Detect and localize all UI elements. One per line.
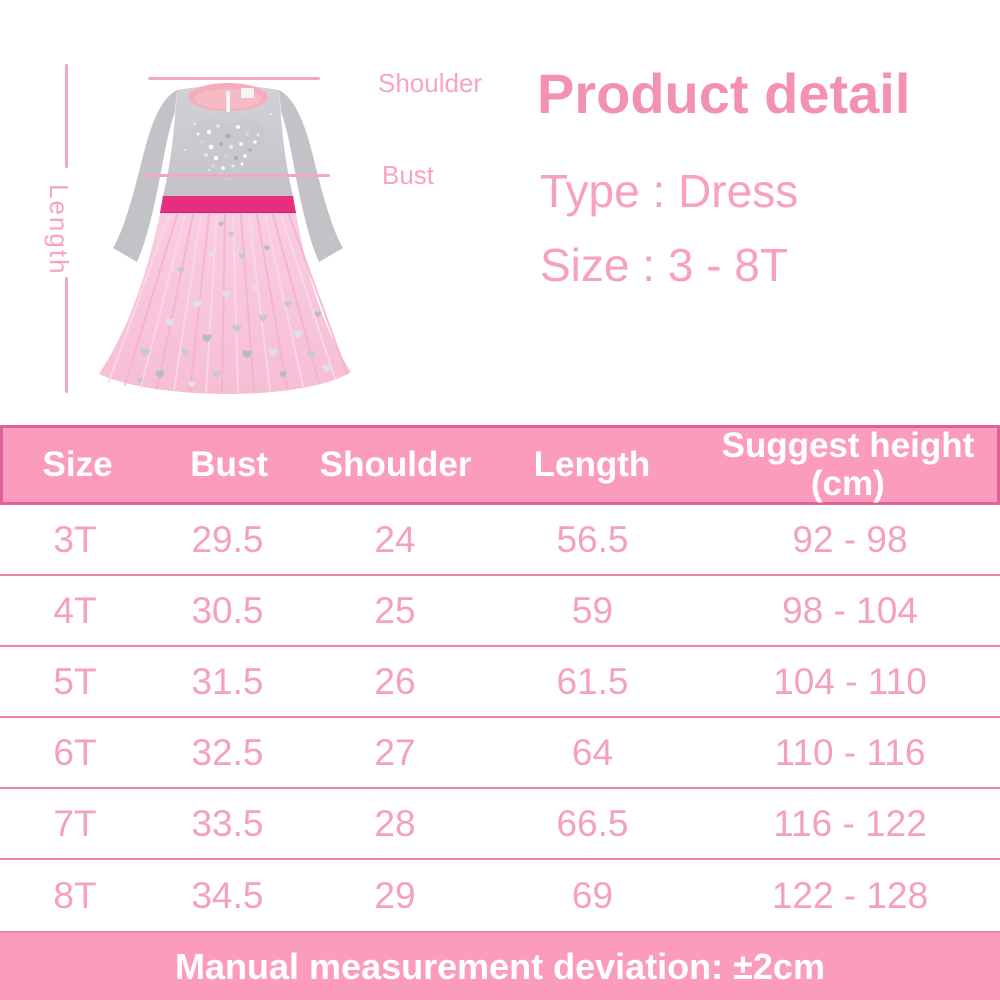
table-cell: 3T — [53, 518, 97, 560]
table-cell: 61.5 — [556, 660, 629, 702]
dress-photo — [99, 83, 351, 394]
size-chart-table: Size Bust Shoulder Length Suggest height… — [0, 425, 1000, 931]
table-cell: 98 - 104 — [782, 589, 918, 631]
table-cell: 7T — [53, 802, 97, 844]
table-cell: 92 - 98 — [792, 518, 908, 560]
table-cell: 33.5 — [191, 802, 264, 844]
table-cell: 6T — [53, 731, 97, 773]
table-row: 6T 32.5 27 64 110 - 116 — [0, 718, 1000, 789]
col-header-length: Length — [533, 444, 651, 484]
table-cell: 64 — [571, 731, 614, 773]
table-cell: 4T — [53, 589, 97, 631]
table-cell: 116 - 122 — [773, 802, 927, 844]
table-cell: 5T — [53, 660, 97, 702]
table-row: 4T 30.5 25 59 98 - 104 — [0, 576, 1000, 647]
product-type-line: Type : Dress — [540, 165, 799, 217]
shoulder-label: Shoulder — [378, 68, 483, 98]
bust-label: Bust — [382, 160, 435, 190]
table-cell: 29 — [374, 874, 416, 916]
table-cell: 122 - 128 — [771, 874, 929, 916]
length-label: Length — [44, 184, 74, 276]
table-cell: 56.5 — [556, 518, 629, 560]
col-header-shoulder: Shoulder — [319, 444, 472, 484]
table-cell: 28 — [374, 802, 416, 844]
col-header-suggest-height: Suggest height (cm) — [721, 425, 975, 503]
table-cell: 29.5 — [191, 518, 264, 560]
col-header-size: Size — [42, 444, 113, 484]
size-chart-header-row: Size Bust Shoulder Length Suggest height… — [0, 425, 1000, 505]
table-cell: 59 — [571, 589, 614, 631]
table-cell: 8T — [53, 874, 97, 916]
table-cell: 25 — [374, 589, 416, 631]
table-cell: 69 — [571, 874, 614, 916]
table-cell: 30.5 — [191, 589, 264, 631]
table-cell: 32.5 — [191, 731, 264, 773]
table-cell: 26 — [374, 660, 416, 702]
table-cell: 110 - 116 — [774, 731, 926, 773]
table-cell: 27 — [374, 731, 416, 773]
measurement-deviation-note: Manual measurement deviation: ±2cm — [175, 945, 825, 987]
table-cell: 24 — [374, 518, 416, 560]
length-measure-line-top — [65, 64, 68, 168]
length-measure-line-bottom — [65, 277, 68, 393]
table-cell: 66.5 — [556, 802, 629, 844]
product-size-line: Size : 3 - 8T — [540, 239, 788, 291]
table-cell: 104 - 110 — [773, 660, 927, 702]
shoulder-measure-line — [148, 77, 320, 80]
page-title: Product detail — [537, 62, 911, 125]
table-row: 7T 33.5 28 66.5 116 - 122 — [0, 789, 1000, 860]
table-row: 5T 31.5 26 61.5 104 - 110 — [0, 647, 1000, 718]
table-row: 3T 29.5 24 56.5 92 - 98 — [0, 505, 1000, 576]
bust-measure-line — [144, 174, 330, 177]
table-row: 8T 34.5 29 69 122 - 128 — [0, 860, 1000, 931]
table-cell: 34.5 — [191, 874, 264, 916]
table-cell: 31.5 — [191, 660, 264, 702]
measurement-deviation-bar: Manual measurement deviation: ±2cm — [0, 931, 1000, 1000]
col-header-bust: Bust — [190, 444, 269, 484]
